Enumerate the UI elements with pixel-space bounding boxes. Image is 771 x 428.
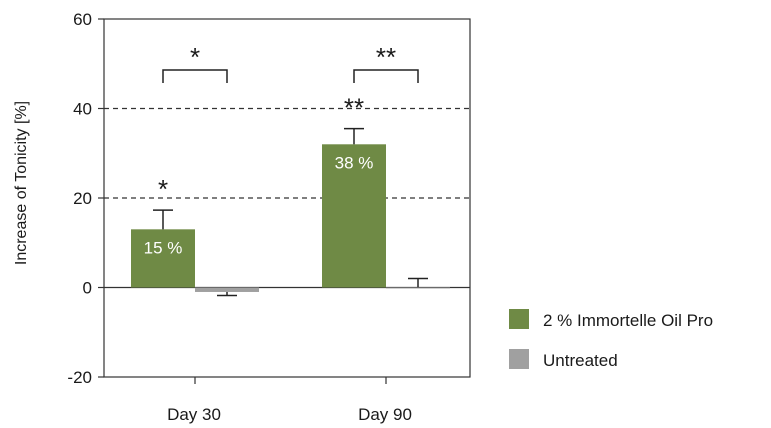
- legend: 2 % Immortelle Oil Pro Untreated: [509, 309, 713, 370]
- bar: [322, 144, 386, 288]
- comparison-bracket: [353, 69, 419, 83]
- legend-label: 2 % Immortelle Oil Pro: [543, 311, 713, 330]
- y-tick-label: 20: [73, 189, 92, 208]
- data-label: 15 %: [144, 238, 183, 257]
- y-tick-label: 60: [73, 10, 92, 29]
- annotations: **** **: [158, 42, 419, 204]
- legend-swatch: [509, 309, 529, 329]
- y-axis-label: Increase of Tonicity [%]: [13, 101, 30, 265]
- x-tick-label: Day 90: [358, 405, 412, 424]
- y-tick-label: 0: [83, 279, 92, 298]
- y-tick-label: -20: [67, 368, 92, 387]
- bar: [386, 287, 450, 289]
- bracket-significance: **: [376, 42, 396, 72]
- bracket-significance: *: [190, 42, 200, 72]
- gridlines: [104, 107, 470, 199]
- bars: 15 % 38 %: [131, 127, 450, 297]
- legend-label: Untreated: [543, 351, 618, 370]
- significance-marker: *: [158, 174, 168, 204]
- axes: 60 40 20 0 -20 Day 30 Day 90: [67, 10, 471, 424]
- comparison-bracket: [162, 69, 228, 83]
- data-label: 38 %: [335, 153, 374, 172]
- significance-marker: **: [344, 93, 364, 123]
- bar: [195, 287, 259, 292]
- x-tick-label: Day 30: [167, 405, 221, 424]
- legend-swatch: [509, 349, 529, 369]
- bar: [131, 229, 195, 288]
- y-tick-label: 40: [73, 100, 92, 119]
